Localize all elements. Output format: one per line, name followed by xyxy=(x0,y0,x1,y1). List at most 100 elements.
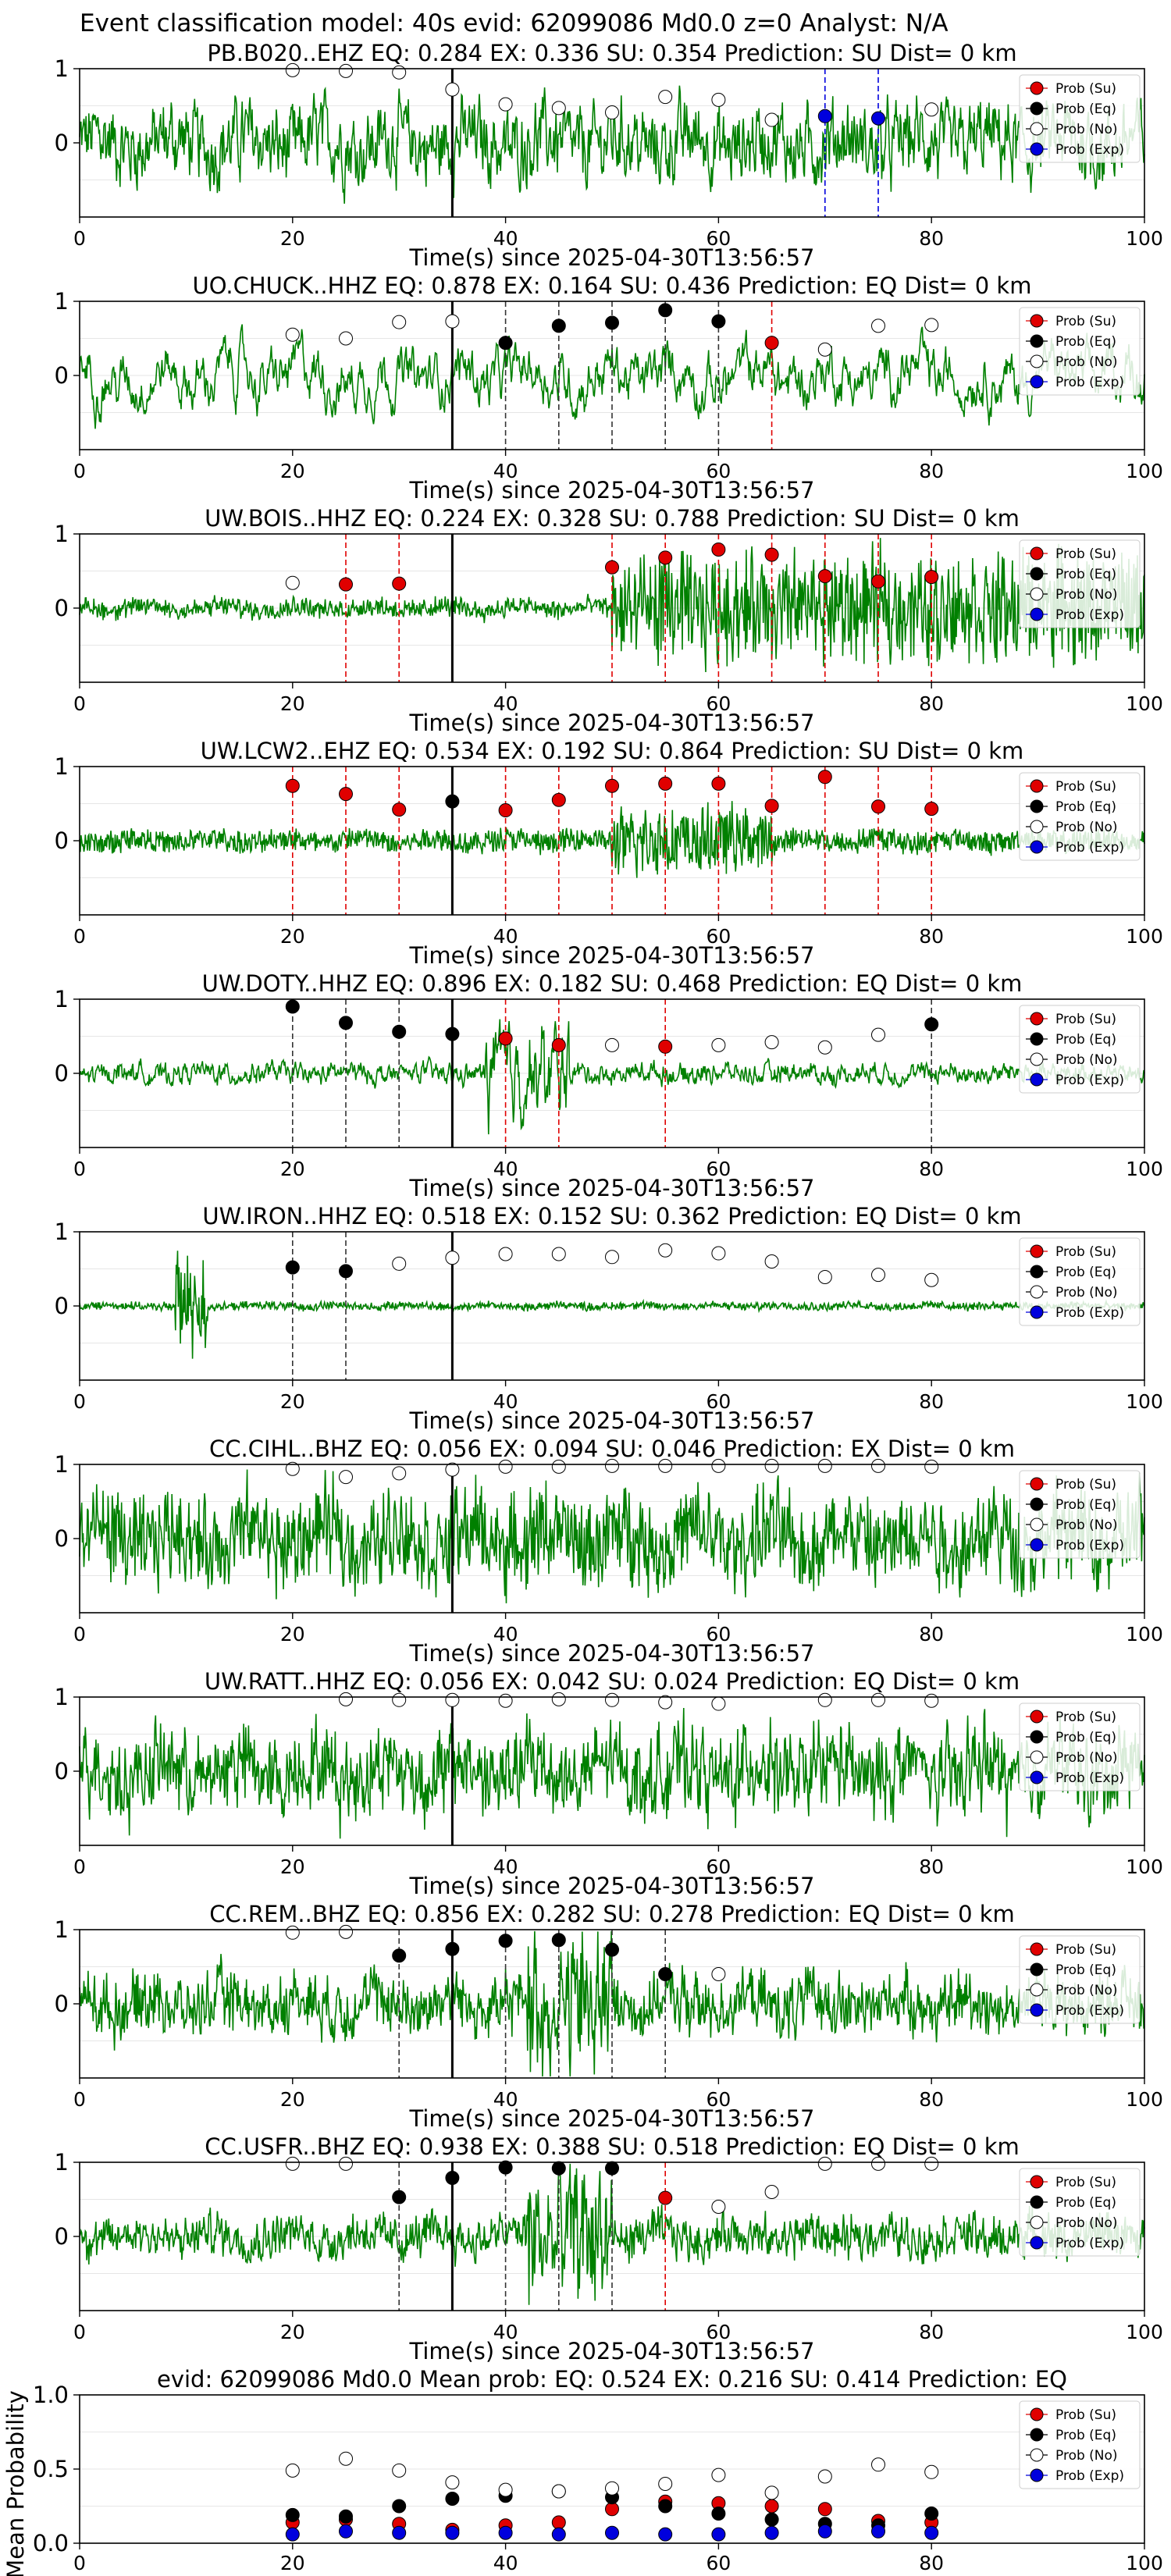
legend-marker-eq xyxy=(1030,1032,1044,1046)
x-tick-label: 80 xyxy=(919,2321,944,2343)
legend-marker-exp xyxy=(1030,2468,1044,2482)
panel-5-point-su xyxy=(551,1037,566,1052)
legend-marker-no xyxy=(1030,820,1044,834)
mean-point-eq xyxy=(924,2507,939,2521)
legend-label: Prob (Eq) xyxy=(1055,1730,1116,1745)
panel-3: UW.BOIS..HHZ EQ: 0.224 EX: 0.328 SU: 0.7… xyxy=(55,505,1163,736)
x-tick-label: 40 xyxy=(493,2321,518,2343)
legend-label: Prob (Exp) xyxy=(1055,1305,1124,1321)
x-tick-label: 60 xyxy=(706,227,731,250)
panel-8-point-no xyxy=(711,1696,726,1711)
panel-7-point-no xyxy=(924,1459,939,1474)
panel-8-point-no xyxy=(445,1692,460,1707)
panel-10-point-no xyxy=(817,2156,832,2171)
legend-marker-exp xyxy=(1030,375,1044,389)
legend-marker-eq xyxy=(1030,334,1044,348)
y-tick-label: 1 xyxy=(55,288,69,315)
x-tick-label: 0 xyxy=(73,1158,86,1180)
panel-2: UO.CHUCK..HHZ EQ: 0.878 EX: 0.164 SU: 0.… xyxy=(55,272,1163,503)
panel-2-point-no xyxy=(924,318,939,333)
y-tick-label: 0 xyxy=(55,827,69,854)
panel-1-point-no xyxy=(392,65,407,80)
panel-1-point-no xyxy=(551,101,566,116)
panel-7: CC.CIHL..BHZ EQ: 0.056 EX: 0.094 SU: 0.0… xyxy=(55,1436,1163,1667)
legend-marker-su xyxy=(1030,1942,1044,1956)
panel-5-point-no xyxy=(605,1037,619,1052)
y-tick-label: 1 xyxy=(55,2149,69,2176)
x-tick-label: 0 xyxy=(73,2321,86,2343)
x-tick-label: 100 xyxy=(1126,692,1163,715)
x-tick-label: 80 xyxy=(919,925,944,948)
legend-label: Prob (No) xyxy=(1055,820,1118,835)
y-tick-label: 0.0 xyxy=(33,2530,69,2556)
panel-5-point-no xyxy=(711,1037,726,1052)
panel-7-point-no xyxy=(551,1459,566,1474)
panel-1-point-no xyxy=(285,62,300,77)
panel-10: CC.USFR..BHZ EQ: 0.938 EX: 0.388 SU: 0.5… xyxy=(55,2133,1163,2364)
legend-marker-eq xyxy=(1030,2428,1044,2442)
legend-marker-eq xyxy=(1030,2195,1044,2209)
panel-6-point-no xyxy=(658,1243,673,1258)
mean-point-exp xyxy=(339,2524,353,2539)
panel-6-waveform xyxy=(79,1251,1145,1359)
x-tick-label: 100 xyxy=(1126,925,1163,948)
x-tick-label: 0 xyxy=(73,1390,86,1413)
panel-10-point-su xyxy=(658,2190,673,2205)
panel-7-point-no xyxy=(339,1470,353,1485)
y-tick-label: 0 xyxy=(55,1758,69,1784)
legend-label: Prob (Eq) xyxy=(1055,2428,1116,2443)
legend-label: Prob (Su) xyxy=(1055,546,1116,562)
x-tick-label: 20 xyxy=(280,925,305,948)
panel-6-point-eq xyxy=(339,1264,353,1279)
y-tick-label: 0 xyxy=(55,1991,69,2017)
panel-5-point-no xyxy=(817,1040,832,1055)
x-tick-label: 20 xyxy=(280,1623,305,1646)
legend-label: Prob (Su) xyxy=(1055,2175,1116,2190)
x-tick-label: 60 xyxy=(706,1158,731,1180)
panel-3-point-su xyxy=(392,576,407,591)
legend-box xyxy=(1019,1935,1141,2024)
panel-5-point-eq xyxy=(924,1017,939,1032)
panel-8-xlabel: Time(s) since 2025-04-30T13:56:57 xyxy=(409,1873,815,1899)
panel-8-point-no xyxy=(551,1692,566,1706)
mean-panel-ylabel: Mean Probability xyxy=(2,2390,29,2576)
panel-3-point-su xyxy=(658,550,673,565)
panel-8-point-no xyxy=(498,1693,513,1708)
legend-marker-su xyxy=(1030,2175,1044,2189)
legend-marker-su xyxy=(1030,81,1044,95)
y-tick-label: 0 xyxy=(55,1293,69,1319)
x-tick-label: 100 xyxy=(1126,1623,1163,1646)
legend-label: Prob (Exp) xyxy=(1055,375,1124,390)
mean-point-exp xyxy=(711,2527,726,2542)
x-tick-label: 40 xyxy=(493,1158,518,1180)
legend-label: Prob (Exp) xyxy=(1055,1770,1124,1786)
panel-4-point-su xyxy=(551,792,566,807)
x-tick-label: 60 xyxy=(706,1623,731,1646)
legend-marker-su xyxy=(1030,1012,1044,1026)
legend-box xyxy=(1019,74,1141,163)
mean-point-exp xyxy=(392,2525,407,2540)
panel-7-waveform xyxy=(79,1469,1145,1603)
y-tick-label: 1 xyxy=(55,521,69,547)
x-tick-label: 80 xyxy=(919,460,944,482)
mean-point-exp xyxy=(498,2525,513,2540)
panel-10-point-eq xyxy=(498,2160,513,2175)
panel-6: UW.IRON..HHZ EQ: 0.518 EX: 0.152 SU: 0.3… xyxy=(55,1203,1163,1434)
panel-4-xlabel: Time(s) since 2025-04-30T13:56:57 xyxy=(409,942,815,969)
mean-point-exp xyxy=(817,2524,832,2539)
x-tick-label: 60 xyxy=(706,2552,731,2574)
mean-point-exp xyxy=(445,2525,460,2540)
panel-4-point-su xyxy=(392,802,407,817)
panel-10-point-no xyxy=(924,2156,939,2171)
panel-7-point-no xyxy=(711,1458,726,1473)
panel-10-point-no xyxy=(339,2156,353,2171)
legend-marker-exp xyxy=(1030,2003,1044,2017)
panel-8: UW.RATT..HHZ EQ: 0.056 EX: 0.042 SU: 0.0… xyxy=(55,1668,1163,1899)
legend-marker-exp xyxy=(1030,607,1044,621)
panel-2-point-eq xyxy=(711,314,726,329)
legend-marker-no xyxy=(1030,1750,1044,1764)
legend-label: Prob (No) xyxy=(1055,1517,1118,1533)
legend-label: Prob (Su) xyxy=(1055,1477,1116,1493)
mean-point-eq xyxy=(764,2512,779,2527)
x-tick-label: 100 xyxy=(1126,1856,1163,1878)
